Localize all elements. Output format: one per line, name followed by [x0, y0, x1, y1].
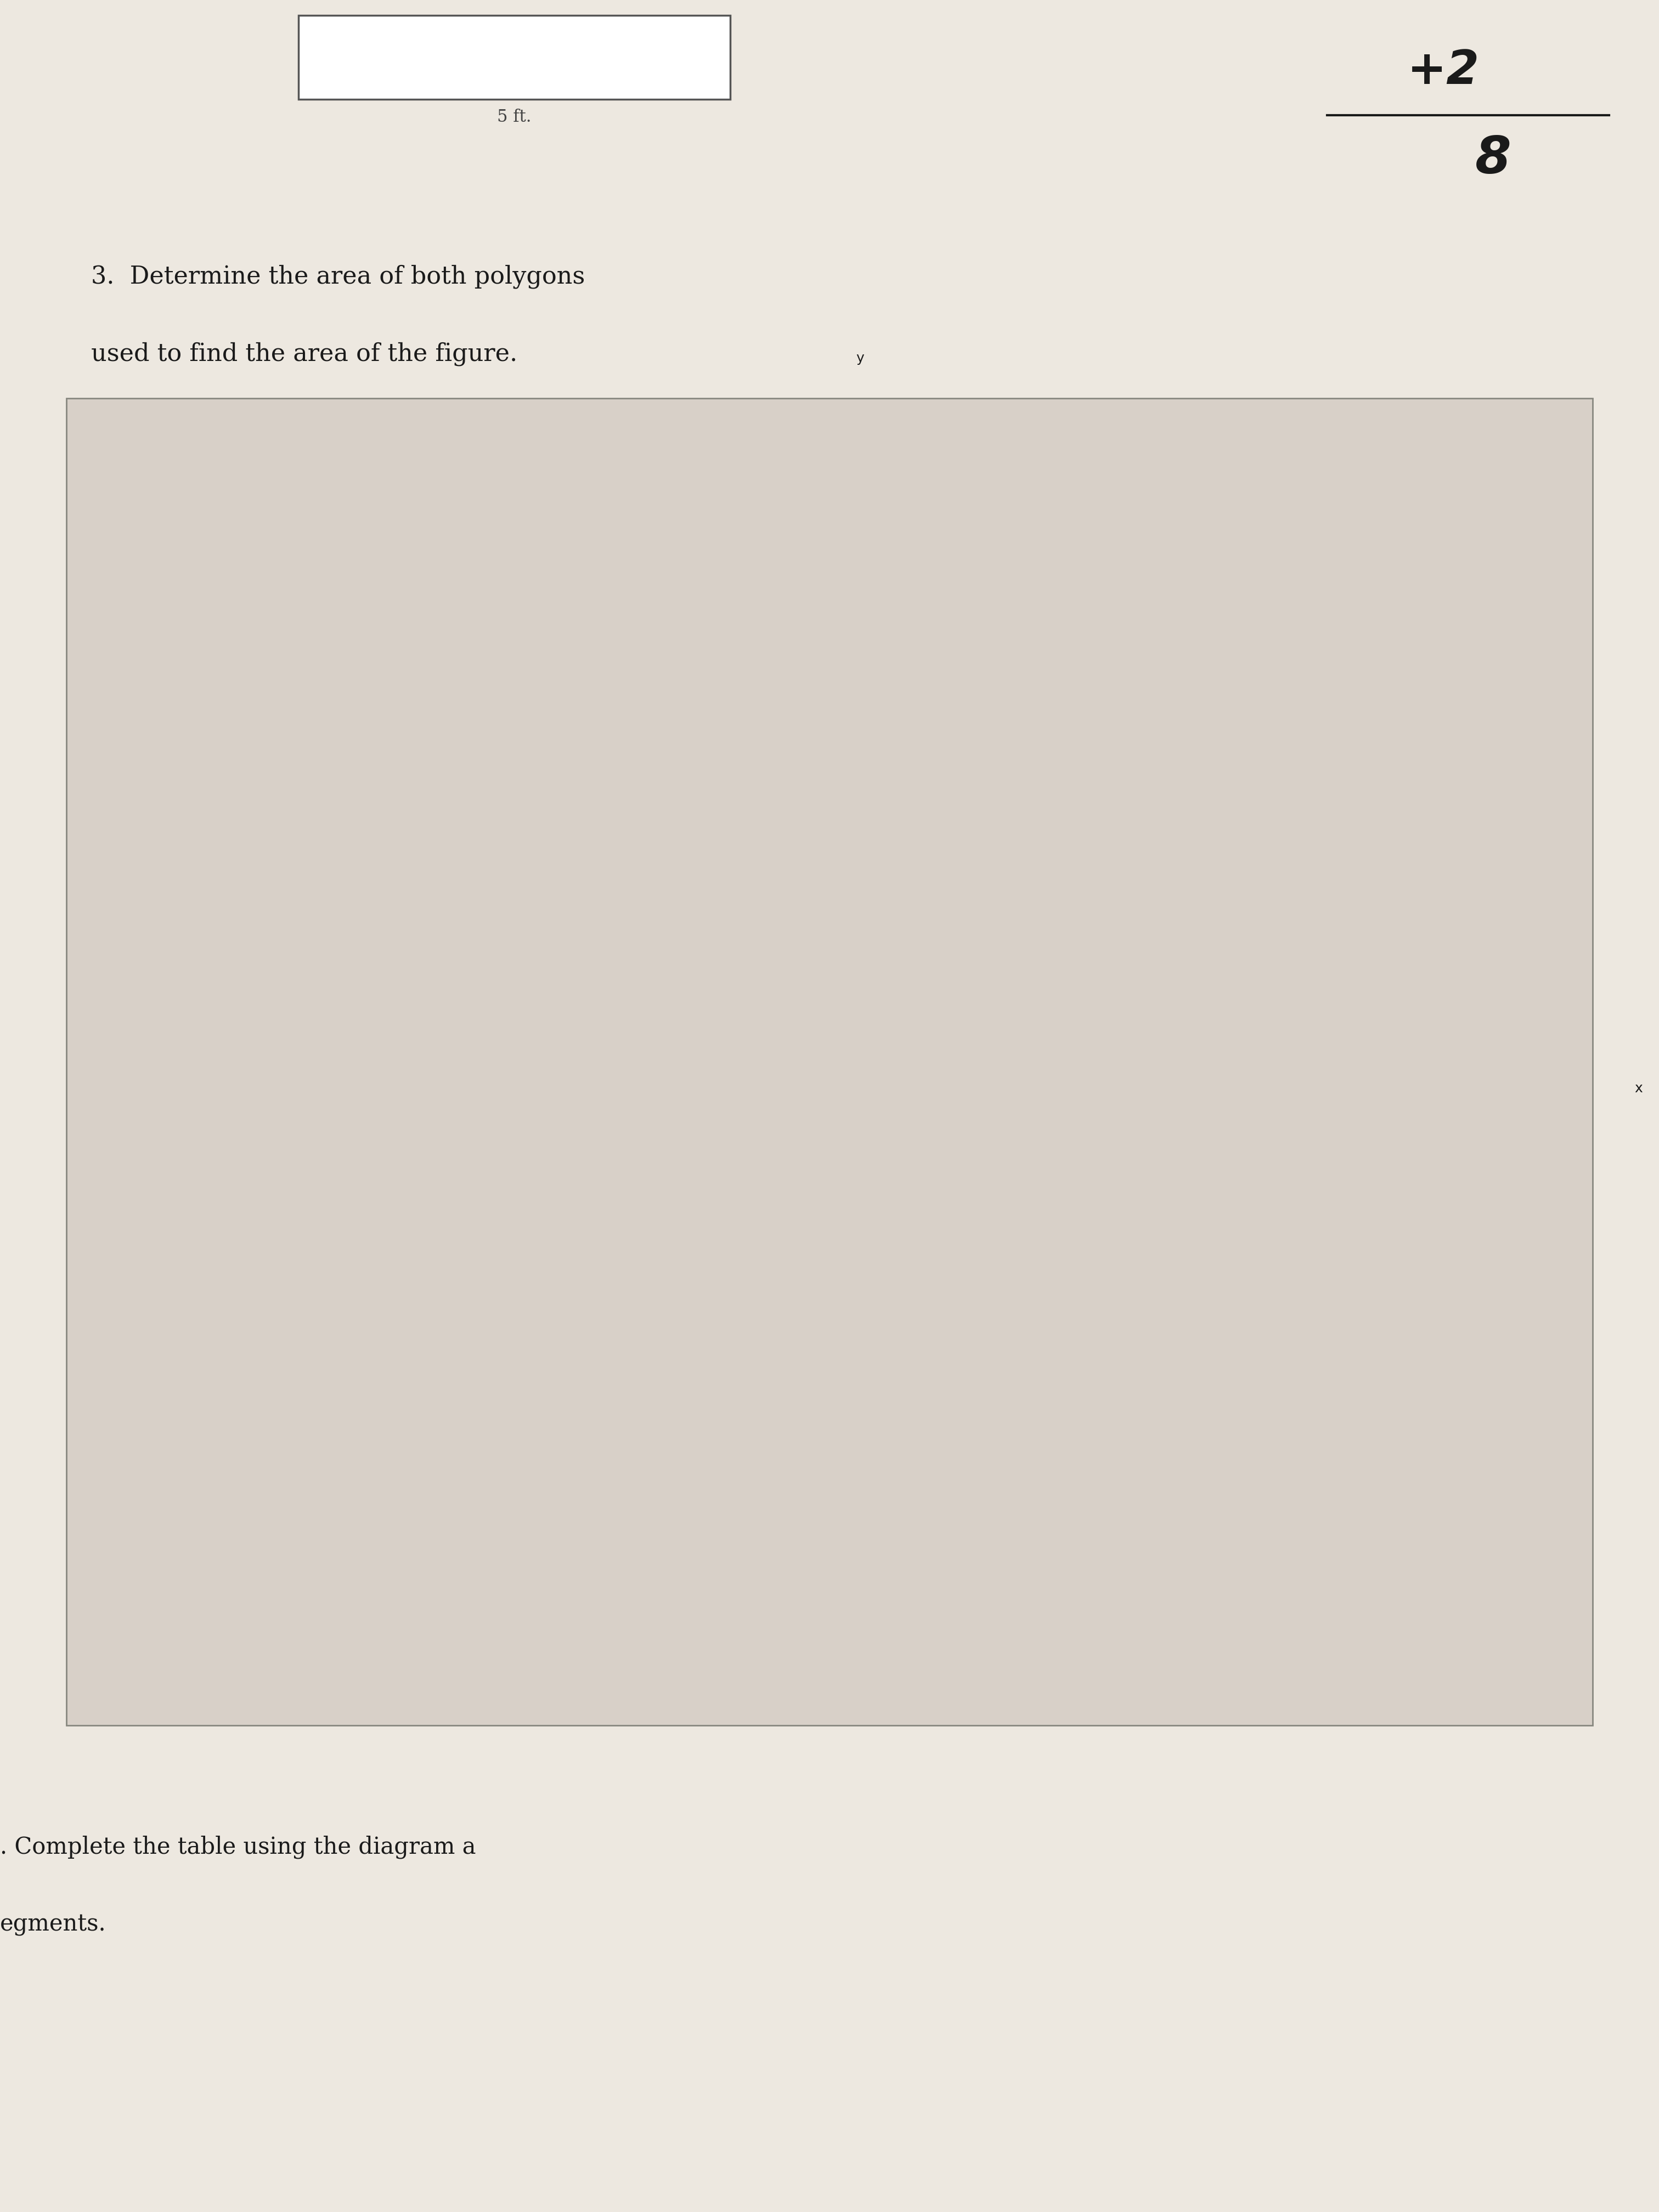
Text: 3.  Determine the area of both polygons: 3. Determine the area of both polygons — [91, 265, 586, 288]
FancyBboxPatch shape — [299, 15, 730, 100]
Text: +2: +2 — [1407, 49, 1480, 93]
Text: #2: #2 — [921, 1108, 944, 1121]
Text: used to find the area of the figure.: used to find the area of the figure. — [91, 343, 518, 365]
Text: . Complete the table using the diagram a: . Complete the table using the diagram a — [0, 1836, 476, 1858]
Text: egments.: egments. — [0, 1913, 106, 1936]
Text: #1: #1 — [967, 624, 990, 637]
Text: 5 ft.: 5 ft. — [498, 108, 531, 126]
Text: x: x — [1634, 1082, 1642, 1095]
Text: y: y — [856, 352, 864, 365]
Text: 8: 8 — [1475, 135, 1511, 184]
